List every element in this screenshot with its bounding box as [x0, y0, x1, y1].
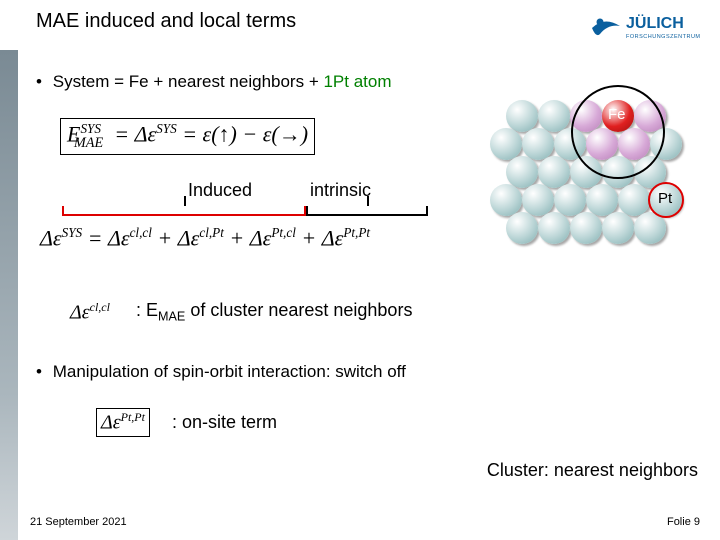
- bracket-intrinsic: [306, 206, 428, 216]
- label-intrinsic: intrinsic: [310, 180, 371, 201]
- bg-atom: [538, 100, 570, 132]
- bg-atom: [506, 212, 538, 244]
- slide-title: MAE induced and local terms: [36, 10, 296, 33]
- svg-text:JÜLICH: JÜLICH: [626, 13, 684, 32]
- bracket-induced: [62, 206, 306, 216]
- bg-atom: [490, 128, 522, 160]
- bg-atom: [522, 184, 554, 216]
- bracket-tick-induced: [184, 196, 186, 206]
- bullet-system-green: 1Pt atom: [323, 72, 391, 91]
- atom-cluster: FePt: [490, 100, 700, 260]
- bg-atom: [570, 212, 602, 244]
- equation-decomposition: ΔεSYS = Δεcl,cl + Δεcl,Pt + ΔεPt,cl + Δε…: [40, 225, 370, 251]
- footer-page: Folie 9: [667, 516, 700, 528]
- bg-atom: [538, 156, 570, 188]
- footer-date: 21 September 2021: [30, 516, 127, 528]
- nn-outline: [571, 85, 665, 179]
- sidebar-accent: [0, 50, 18, 540]
- label-induced: Induced: [188, 180, 252, 201]
- bullet-soc: • Manipulation of spin-orbit interaction…: [36, 362, 406, 382]
- bg-atom: [554, 184, 586, 216]
- bg-atom: [506, 100, 538, 132]
- bullet-system: • System = Fe + nearest neighbors + 1Pt …: [36, 72, 392, 92]
- bg-atom: [586, 184, 618, 216]
- label-cluster-nn: : EMAE of cluster nearest neighbors: [136, 300, 412, 324]
- julich-logo: JÜLICH FORSCHUNGSZENTRUM: [586, 8, 706, 49]
- svg-text:FORSCHUNGSZENTRUM: FORSCHUNGSZENTRUM: [626, 34, 701, 40]
- bracket-tick-intrinsic: [367, 196, 369, 206]
- bg-atom: [506, 156, 538, 188]
- bullet-system-text: System = Fe + nearest neighbors +: [53, 72, 324, 91]
- pt-outline: [648, 182, 684, 218]
- fe-label: Fe: [608, 106, 626, 123]
- bullet-soc-text: Manipulation of spin-orbit interaction: …: [53, 362, 406, 381]
- bg-atom: [490, 184, 522, 216]
- cluster-caption: Cluster: nearest neighbors: [487, 460, 698, 481]
- label-onsite: : on-site term: [172, 412, 277, 433]
- eq-clcl: Δεcl,cl: [70, 300, 110, 325]
- bg-atom: [618, 184, 650, 216]
- bg-atom: [522, 128, 554, 160]
- eq-ptpt: ΔεPt,Pt: [96, 408, 150, 437]
- equation-mae: ESYSMAE = ΔεSYS = ε(↑) − ε(→): [60, 118, 315, 155]
- bg-atom: [602, 212, 634, 244]
- bg-atom: [538, 212, 570, 244]
